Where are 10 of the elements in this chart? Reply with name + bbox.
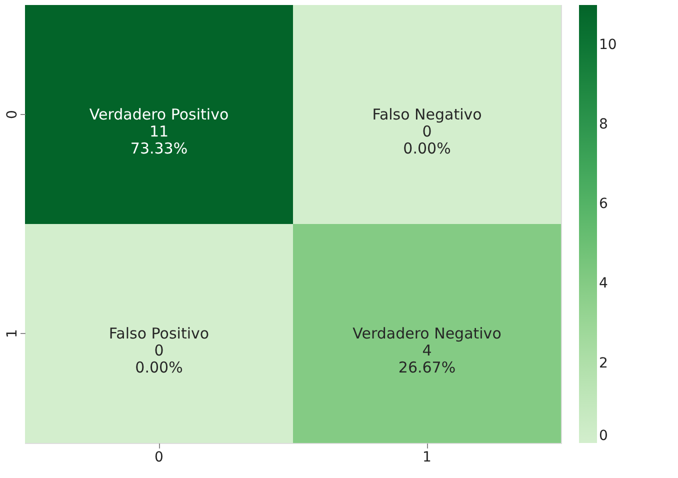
data-label: Falso Positivo 0 0.00% xyxy=(108,324,210,376)
data-label: Verdadero Negativo 4 26.67% xyxy=(352,324,502,376)
color-bar-label: 8 xyxy=(599,116,608,132)
data-label: Verdadero Positivo 11 73.33% xyxy=(89,106,229,158)
color-bar-label: 4 xyxy=(599,276,608,292)
color-bar-label: 6 xyxy=(599,196,608,212)
color-bar-label: 10 xyxy=(599,36,617,53)
color-bar-label: 0 xyxy=(599,428,608,444)
color-bar-label: 2 xyxy=(599,355,608,372)
data-label: Falso Negativo 0 0.00% xyxy=(372,106,482,158)
